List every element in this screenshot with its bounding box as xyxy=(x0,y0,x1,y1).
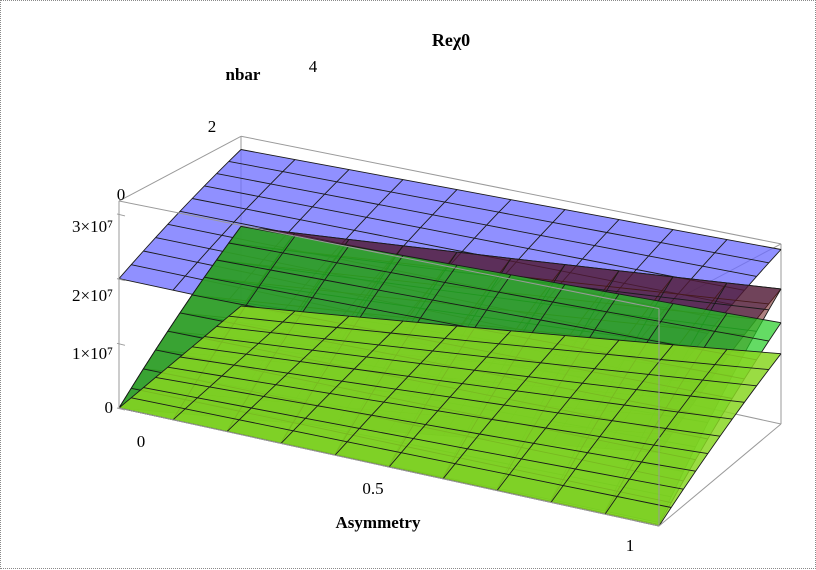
box-edge xyxy=(116,278,126,282)
surfaces xyxy=(118,149,782,527)
x-tick-label: 0.5 xyxy=(362,479,383,498)
mesh-line xyxy=(240,305,782,355)
x-axis-label: Asymmetry xyxy=(336,513,421,532)
z-tick-label: 3×10⁷ xyxy=(72,217,113,236)
mesh-line xyxy=(228,242,769,342)
z-tick-label: 2×10⁷ xyxy=(72,286,113,305)
box-edge xyxy=(118,135,242,202)
mesh-line xyxy=(204,185,745,291)
mesh-line xyxy=(192,346,733,420)
mesh-line xyxy=(240,225,782,290)
y-tick-label: 2 xyxy=(208,117,217,136)
mesh-line xyxy=(131,397,672,508)
bounding-box-front xyxy=(116,200,782,527)
x-tick-label: 1 xyxy=(626,536,635,555)
box-edge xyxy=(658,423,782,527)
mesh-line xyxy=(167,366,708,455)
surface-patch xyxy=(119,306,781,526)
box-edge xyxy=(116,213,126,217)
y-tick-label: 4 xyxy=(309,57,318,76)
z-tick-label: 0 xyxy=(105,398,114,417)
mesh-line xyxy=(204,336,745,403)
mesh-line xyxy=(228,160,769,264)
box-edge xyxy=(118,200,660,310)
box-edge xyxy=(118,407,660,527)
mesh-line xyxy=(216,259,757,361)
box-edge xyxy=(116,407,126,411)
mesh-line xyxy=(179,356,721,437)
mesh-line xyxy=(240,225,782,324)
surface-series-4 xyxy=(118,305,782,527)
mesh-line xyxy=(143,387,684,490)
z-tick-label: 1×10⁷ xyxy=(72,344,113,363)
chart-title: Reχ0 xyxy=(432,30,470,50)
mesh-line xyxy=(155,376,696,472)
mesh-line xyxy=(240,149,782,250)
mesh-line xyxy=(216,173,757,277)
y-tick-label: 0 xyxy=(117,185,126,204)
x-tick-label: 0 xyxy=(137,432,146,451)
mesh-line xyxy=(228,315,769,371)
box-edge xyxy=(116,342,126,346)
box-edge xyxy=(240,135,782,245)
y-axis-label: nbar xyxy=(226,65,261,84)
mesh-line xyxy=(216,325,757,387)
